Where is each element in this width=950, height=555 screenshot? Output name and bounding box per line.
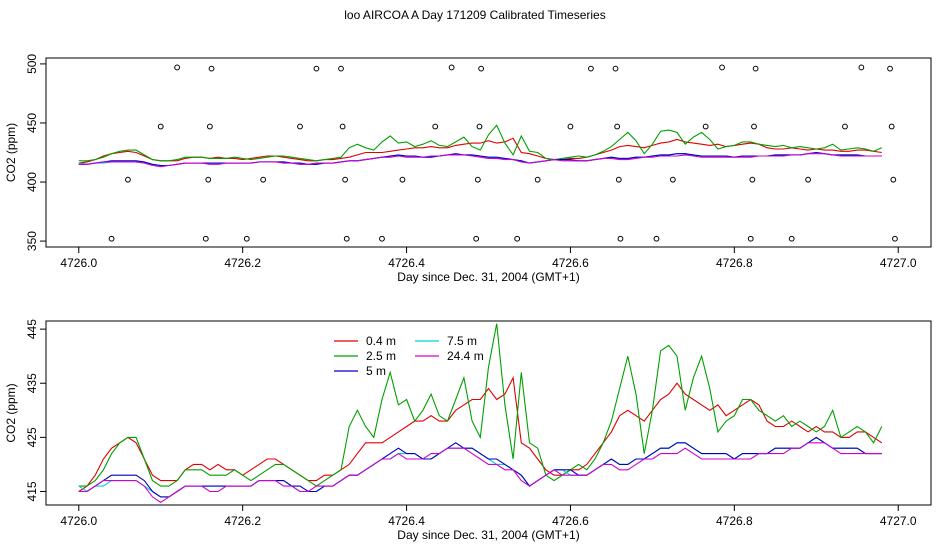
series-line-2-5-m — [78, 323, 883, 487]
data-point — [719, 64, 725, 71]
series-line-5-m — [78, 436, 882, 498]
data-point — [432, 123, 439, 130]
x-tick-label: 4726.6 — [552, 256, 589, 270]
data-point — [260, 176, 267, 183]
data-point — [297, 123, 303, 130]
data-point — [567, 123, 574, 130]
x-tick-label: 4726.2 — [224, 514, 261, 528]
series-line-5-m — [78, 151, 882, 167]
x-axis-label: Day since Dec. 31, 2004 (GMT+1) — [397, 528, 579, 542]
data-point — [338, 65, 344, 72]
data-point — [858, 64, 865, 71]
data-point — [653, 235, 660, 242]
x-tick-label: 4726.6 — [552, 514, 589, 528]
data-point — [614, 123, 621, 130]
data-point — [478, 65, 485, 72]
data-point — [448, 64, 455, 71]
data-point — [588, 65, 594, 72]
legend-label: 7.5 m — [447, 334, 477, 348]
x-tick-label: 4726.4 — [388, 256, 425, 270]
data-point — [888, 123, 895, 130]
data-point — [887, 65, 893, 72]
legend: 0.4 m2.5 m5 m 7.5 m24.4 m — [334, 334, 484, 378]
series-line-7-5-m — [78, 436, 882, 498]
data-point — [206, 123, 213, 130]
y-tick-label: 425 — [25, 427, 39, 447]
data-point — [669, 176, 676, 183]
data-point — [749, 176, 756, 183]
chart-title: loo AIRCOA A Day 171209 Calibrated Times… — [344, 8, 606, 22]
series-line-0-4-m — [78, 375, 883, 492]
data-point — [892, 235, 898, 242]
plot-panel-1: 4726.0 4726.2 4726.4 4726.6 4726.8 4727.0 350 4… — [4, 54, 932, 284]
legend-label: 5 m — [366, 364, 386, 378]
x-tick-label: 4726.4 — [388, 514, 425, 528]
x-tick-label: 4726.8 — [716, 514, 753, 528]
data-point — [842, 123, 848, 130]
y-tick-label: 400 — [25, 172, 39, 192]
x-tick-label: 4726.0 — [60, 256, 97, 270]
data-point — [174, 64, 181, 71]
y-tick-label: 450 — [25, 113, 39, 133]
y-tick-label: 435 — [25, 373, 39, 393]
data-point — [313, 65, 320, 72]
y-tick-label: 415 — [25, 481, 39, 501]
y-axis-label: CO2 (ppm) — [4, 383, 18, 442]
data-point — [702, 123, 709, 130]
data-point — [617, 235, 624, 242]
data-point — [474, 176, 481, 183]
x-axis-label: Day since Dec. 31, 2004 (GMT+1) — [397, 270, 579, 284]
data-point — [615, 176, 622, 183]
data-point — [747, 235, 754, 242]
data-point — [752, 65, 759, 72]
data-point — [157, 123, 164, 130]
plot-frame — [45, 57, 932, 248]
plot-panel-2: 4726.0 4726.2 4726.4 4726.6 4726.8 4727.0 415 4… — [4, 319, 932, 542]
data-point — [514, 235, 521, 242]
data-point — [205, 176, 212, 183]
data-point — [476, 123, 483, 130]
y-axis-label: CO2 (ppm) — [4, 123, 18, 182]
x-tick-label: 4727.0 — [880, 256, 917, 270]
legend-label: 2.5 m — [366, 349, 396, 363]
series-line-24-4-m — [78, 442, 882, 503]
data-point — [379, 235, 385, 242]
data-point — [243, 235, 250, 242]
data-point — [788, 235, 795, 242]
x-tick-label: 4726.8 — [716, 256, 753, 270]
legend-label: 0.4 m — [366, 334, 396, 348]
x-tick-label: 4727.0 — [880, 514, 917, 528]
data-point — [890, 176, 897, 183]
legend-label: 24.4 m — [447, 349, 484, 363]
series-group — [78, 323, 883, 503]
data-point — [202, 235, 209, 242]
series-group — [78, 64, 898, 242]
data-point — [108, 235, 115, 242]
y-tick-label: 350 — [25, 231, 39, 251]
series-line-24-4-m — [78, 153, 882, 168]
series-line-0-4-m — [78, 137, 882, 164]
data-point — [805, 176, 811, 183]
y-tick-label: 500 — [25, 54, 39, 74]
x-tick-label: 4726.2 — [224, 256, 261, 270]
data-point — [751, 123, 757, 130]
data-point — [125, 176, 131, 183]
series-line-2-5-m — [78, 124, 883, 162]
data-point — [343, 235, 350, 242]
data-point — [342, 176, 348, 183]
data-point — [208, 65, 215, 72]
data-point — [612, 65, 619, 72]
x-tick-label: 4726.0 — [60, 514, 97, 528]
data-point — [339, 123, 346, 130]
plot-frame — [45, 320, 932, 506]
data-point — [534, 176, 541, 183]
data-point — [399, 176, 406, 183]
data-point — [473, 235, 480, 242]
y-tick-label: 445 — [25, 319, 39, 339]
